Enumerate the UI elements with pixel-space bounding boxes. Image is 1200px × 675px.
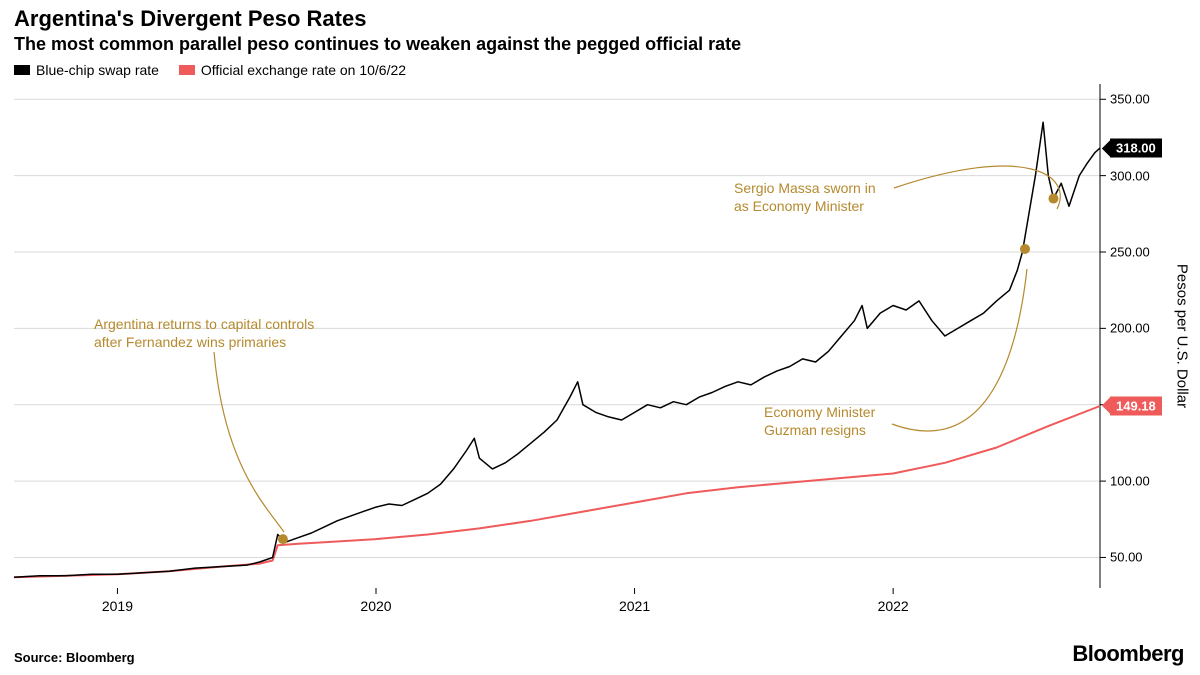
source-text: Source: Bloomberg	[14, 650, 135, 665]
legend-swatch-0	[14, 65, 30, 75]
brand-logo: Bloomberg	[1072, 641, 1184, 667]
chart-title: Argentina's Divergent Peso Rates	[14, 6, 366, 32]
value-flag: 318.00	[1110, 139, 1162, 158]
ytick-label: 250.00	[1110, 245, 1150, 260]
legend-swatch-1	[179, 65, 195, 75]
legend-label-1: Official exchange rate on 10/6/22	[201, 62, 406, 78]
legend-label-0: Blue-chip swap rate	[36, 62, 159, 78]
annotation-guzman-resigns: Economy MinisterGuzman resigns	[764, 404, 875, 439]
ytick-label: 50.00	[1110, 550, 1143, 565]
ytick-label: 200.00	[1110, 321, 1150, 336]
ytick-label: 350.00	[1110, 92, 1150, 107]
legend: Blue-chip swap rate Official exchange ra…	[14, 62, 422, 78]
legend-item-1: Official exchange rate on 10/6/22	[179, 62, 406, 78]
xtick-label: 2020	[360, 598, 391, 614]
ytick-label: 300.00	[1110, 168, 1150, 183]
chart-container: Argentina's Divergent Peso Rates The mos…	[0, 0, 1200, 675]
value-flag: 149.18	[1110, 396, 1162, 415]
xtick-label: 2022	[878, 598, 909, 614]
yaxis-title: Pesos per U.S. Dollar	[1174, 264, 1191, 408]
annotation-massa-sworn: Sergio Massa sworn inas Economy Minister	[734, 180, 876, 215]
chart-subtitle: The most common parallel peso continues …	[14, 34, 741, 55]
legend-item-0: Blue-chip swap rate	[14, 62, 159, 78]
annotation-capital-controls: Argentina returns to capital controlsaft…	[94, 316, 314, 351]
plot-area: 50.00100.00150.00200.00250.00300.00350.0…	[14, 84, 1100, 588]
ytick-label: 100.00	[1110, 474, 1150, 489]
xtick-label: 2019	[102, 598, 133, 614]
xtick-label: 2021	[619, 598, 650, 614]
